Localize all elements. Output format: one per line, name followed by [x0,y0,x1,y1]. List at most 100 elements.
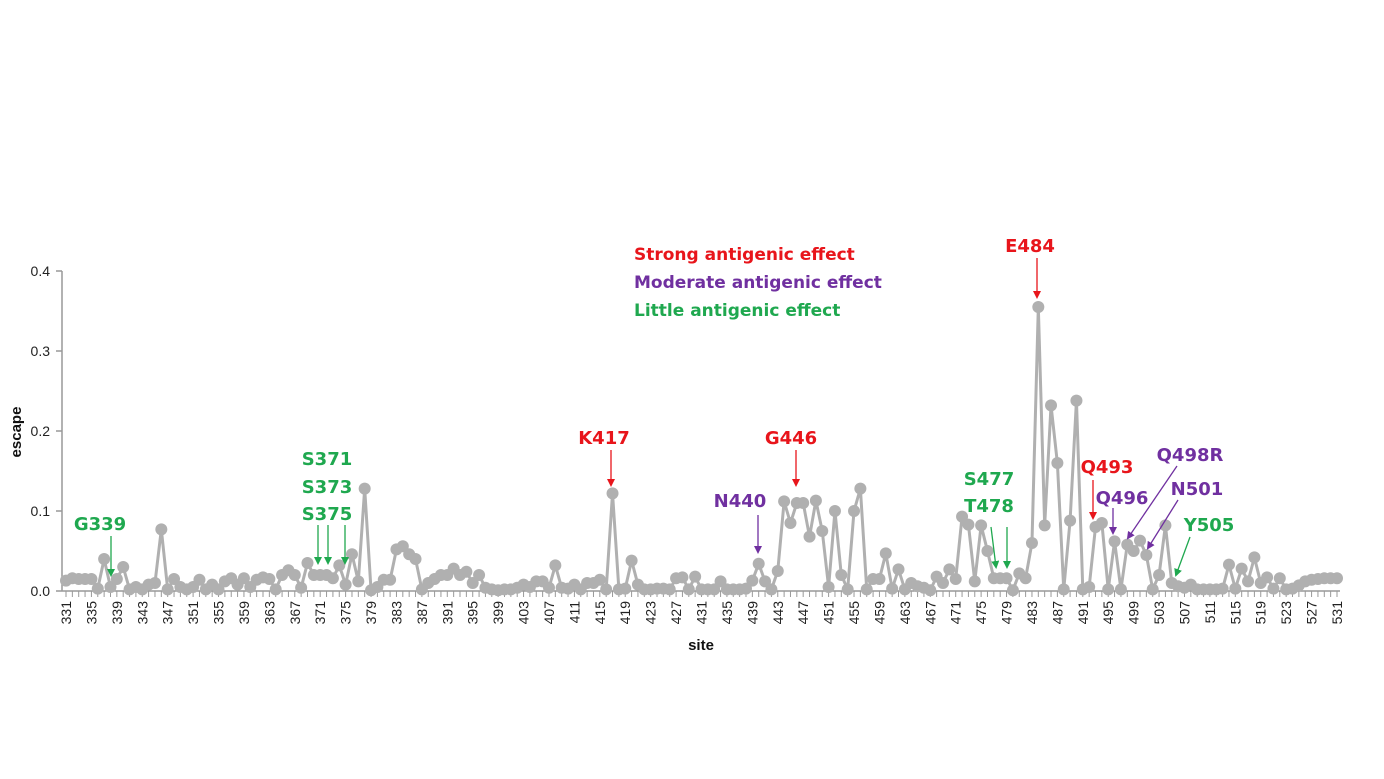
y-tick-label: 0.0 [31,583,51,599]
annotation-label: T478 [964,496,1014,517]
data-point [879,547,892,560]
data-point [396,540,409,553]
x-tick-label: 439 [744,601,760,625]
data-point [168,573,181,585]
data-point [746,574,759,587]
annotation-label: Q498R [1157,445,1224,466]
data-point [689,570,702,583]
data-point [288,569,301,581]
y-tick-label: 0.2 [31,423,51,439]
data-point [460,565,473,578]
x-tick-label: 419 [617,601,633,625]
data-point [117,561,130,573]
x-tick-label: 495 [1100,601,1116,625]
data-point [860,583,873,596]
data-point [956,510,969,523]
data-point [593,573,606,586]
data-point [1102,583,1115,596]
annotation-s371: S371 [302,449,352,565]
annotation-s477: S477 [964,469,1015,569]
x-tick-label: 371 [312,601,328,625]
data-point [848,505,861,517]
x-tick-label: 343 [134,601,150,625]
annotation-s373: S373 [302,477,352,565]
data-point [663,583,676,596]
data-point [212,583,225,596]
y-axis-title: escape [8,407,25,458]
data-point [1159,519,1172,532]
escape-series [60,301,1343,597]
x-tick-label: 335 [83,601,99,625]
data-point [339,578,352,591]
data-point [759,575,772,588]
x-tick-label: 451 [821,601,837,625]
x-tick-label: 415 [592,601,608,625]
annotation-q498r: Q498R [1126,445,1224,540]
x-tick-label: 435 [719,601,735,625]
x-tick-label: 479 [999,601,1015,625]
legend-little: Little antigenic effect [634,301,840,321]
annotation-label: S477 [964,469,1015,490]
data-point [797,497,810,509]
x-tick-label: 475 [973,601,989,625]
data-point [809,494,822,507]
data-point [739,582,752,595]
annotation-label: K417 [578,428,630,449]
data-point [1133,534,1146,547]
annotation-t478: T478 [964,496,1014,569]
x-tick-label: 467 [922,601,938,625]
data-point [333,559,346,572]
data-point [1222,558,1235,571]
data-point [352,575,365,588]
data-point [975,519,988,532]
data-point [161,583,174,596]
x-tick-label: 463 [897,601,913,625]
data-point [345,548,358,561]
x-tick-label: 347 [160,601,176,625]
x-tick-label: 443 [770,601,786,625]
data-point [841,583,854,596]
data-point [962,518,975,531]
x-tick-label: 515 [1227,601,1243,625]
data-point [968,575,981,588]
annotation-label: Q493 [1081,457,1134,478]
data-point [1019,572,1032,585]
x-tick-label: 383 [388,601,404,625]
annotation-g446: G446 [765,428,817,487]
data-point [466,577,479,589]
x-tick-label: 503 [1151,601,1167,625]
annotation-label: N440 [714,491,767,512]
x-tick-label: 407 [541,601,557,625]
data-point [949,573,962,585]
annotation-label: E484 [1005,236,1055,257]
x-tick-label: 427 [668,601,684,625]
data-point [1000,572,1013,585]
data-point [943,563,956,576]
x-tick-label: 375 [338,601,354,625]
data-point [148,577,161,589]
x-tick-label: 431 [694,601,710,625]
data-point [1025,537,1038,549]
annotation-label: Y505 [1183,515,1235,536]
data-point [549,559,562,572]
data-point [326,572,339,585]
data-point [816,525,829,537]
x-tick-label: 339 [109,601,125,625]
x-tick-label: 423 [643,601,659,625]
data-point [1006,584,1019,597]
data-point [619,582,632,595]
data-point [358,482,371,495]
data-point [1261,571,1274,584]
annotation-e484: E484 [1005,236,1055,299]
annotation-q493: Q493 [1081,457,1134,520]
y-tick-label: 0.4 [31,263,51,279]
annotation-label: S375 [302,504,353,525]
data-point [237,572,250,585]
data-point [1153,569,1166,581]
x-tick-label: 499 [1126,601,1142,625]
x-tick-label: 367 [287,601,303,625]
x-tick-label: 351 [185,601,201,625]
data-point [752,557,765,570]
data-point [263,573,276,585]
